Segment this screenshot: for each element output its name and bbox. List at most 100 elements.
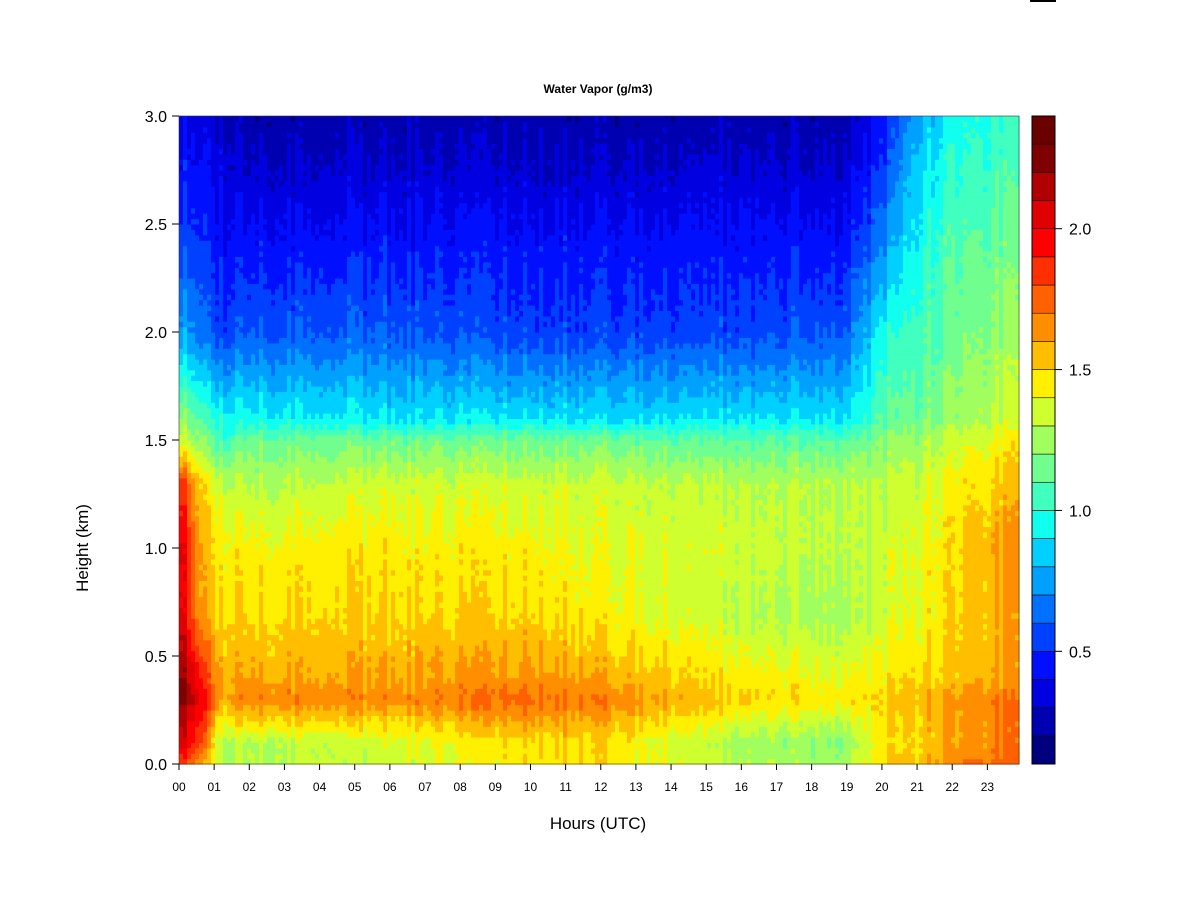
heat-cell [319, 208, 324, 214]
heat-cell [283, 170, 288, 176]
heat-cell [319, 570, 324, 576]
heat-cell [331, 478, 336, 484]
heat-cell [235, 472, 240, 478]
heat-cell [211, 375, 216, 381]
heat-cell [179, 224, 184, 230]
heat-cell [195, 591, 200, 597]
heat-cell [223, 246, 228, 252]
heat-cell [191, 732, 196, 738]
heat-cell [211, 667, 216, 673]
heat-cell [203, 521, 208, 527]
heat-cell [199, 273, 204, 279]
heat-cell [239, 397, 244, 403]
heat-cell [259, 661, 264, 667]
heat-cell [219, 289, 224, 295]
heat-cell [263, 251, 268, 257]
heat-cell [187, 683, 192, 689]
heat-cell [291, 483, 296, 489]
heat-cell [247, 526, 252, 532]
heat-cell [195, 143, 200, 149]
heat-cell [199, 364, 204, 370]
heat-cell [263, 148, 268, 154]
heat-cell [219, 256, 224, 262]
heat-cell [295, 294, 300, 300]
heat-cell [303, 240, 308, 246]
heat-cell [299, 143, 304, 149]
heat-cell [251, 445, 256, 451]
heat-cell [219, 386, 224, 392]
heat-cell [287, 170, 292, 176]
heat-cell [331, 634, 336, 640]
heat-cell [299, 521, 304, 527]
heat-cell [327, 175, 332, 181]
heat-cell [183, 564, 188, 570]
heat-cell [275, 499, 280, 505]
heat-cell [299, 386, 304, 392]
heat-cell [291, 629, 296, 635]
heat-cell [295, 240, 300, 246]
heat-cell [275, 683, 280, 689]
heat-cell [311, 640, 316, 646]
heat-cell [219, 397, 224, 403]
heat-cell [247, 710, 252, 716]
heat-cell [327, 661, 332, 667]
heat-cell [215, 451, 220, 457]
heat-cell [327, 688, 332, 694]
heat-cell [307, 602, 312, 608]
heat-cell [275, 116, 280, 122]
heat-cell [207, 186, 212, 192]
heat-cell [343, 715, 348, 721]
heat-cell [235, 526, 240, 532]
heat-cell [291, 305, 296, 311]
heat-cell [307, 132, 312, 138]
heat-cell [223, 251, 228, 257]
heat-cell [243, 294, 248, 300]
heat-cell [267, 683, 272, 689]
heat-cell [335, 402, 340, 408]
heat-cell [243, 467, 248, 473]
heat-cell [187, 267, 192, 273]
heat-cell [263, 289, 268, 295]
heat-cell [315, 262, 320, 268]
heat-cell [295, 483, 300, 489]
heat-cell [187, 175, 192, 181]
heat-cell [327, 197, 332, 203]
heat-cell [311, 375, 316, 381]
heat-cell [203, 348, 208, 354]
heat-cell [299, 294, 304, 300]
heat-cell [179, 429, 184, 435]
heat-cell [279, 672, 284, 678]
heat-cell [263, 494, 268, 500]
heat-cell [287, 575, 292, 581]
heat-cell [287, 499, 292, 505]
heat-cell [247, 494, 252, 500]
heat-cell [243, 116, 248, 122]
heat-cell [215, 505, 220, 511]
heat-cell [251, 148, 256, 154]
heat-cell [335, 656, 340, 662]
heat-cell [187, 386, 192, 392]
heat-cell [203, 116, 208, 122]
heat-cell [183, 154, 188, 160]
heat-cell [183, 267, 188, 273]
heat-cell [319, 235, 324, 241]
heat-cell [331, 656, 336, 662]
heat-cell [235, 273, 240, 279]
heat-cell [255, 424, 260, 430]
heat-cell [219, 202, 224, 208]
heat-cell [227, 732, 232, 738]
heat-cell [271, 138, 276, 144]
heat-cell [179, 715, 184, 721]
heat-cell [255, 494, 260, 500]
heat-cell [299, 235, 304, 241]
heat-cell [191, 753, 196, 759]
heat-cell [279, 532, 284, 538]
heat-cell [343, 575, 348, 581]
heat-cell [183, 699, 188, 705]
heat-cell [315, 148, 320, 154]
heat-cell [235, 240, 240, 246]
heat-cell [303, 116, 308, 122]
heat-cell [323, 710, 328, 716]
heat-cell [195, 510, 200, 516]
heat-cell [327, 672, 332, 678]
